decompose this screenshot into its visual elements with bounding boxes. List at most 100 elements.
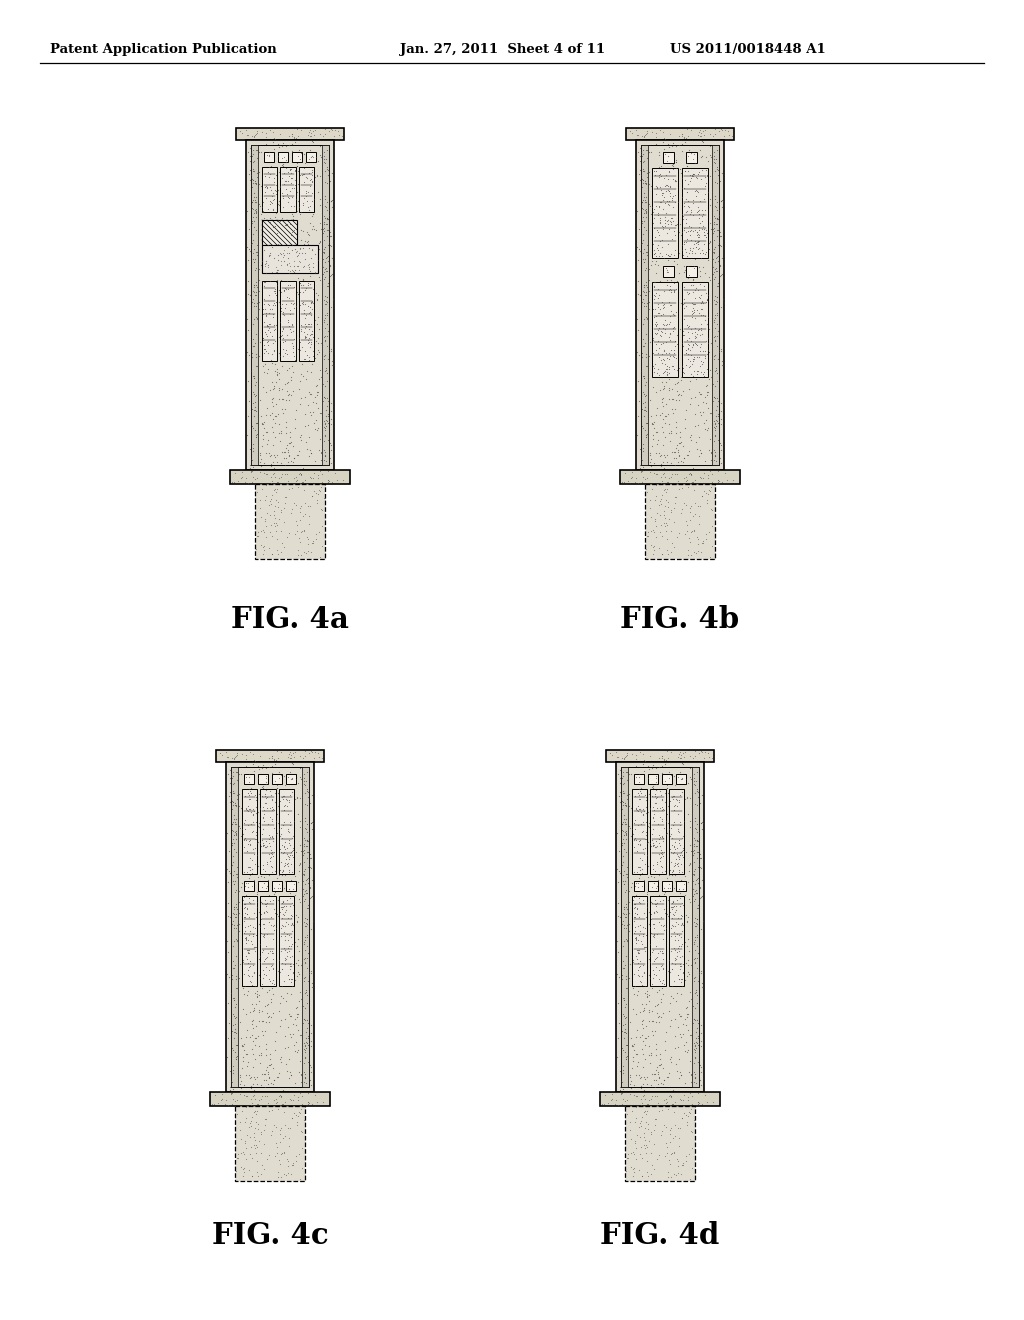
Point — [660, 218, 677, 239]
Point — [256, 927, 272, 948]
Point — [637, 374, 653, 395]
Point — [227, 870, 244, 891]
Point — [678, 342, 694, 363]
Point — [249, 292, 265, 313]
Point — [654, 788, 671, 809]
Point — [638, 539, 654, 560]
Point — [679, 470, 695, 491]
Point — [708, 247, 724, 268]
Point — [701, 521, 718, 543]
Point — [319, 321, 336, 342]
Point — [318, 197, 335, 218]
Point — [694, 305, 711, 326]
Point — [301, 331, 317, 352]
Bar — [606, 750, 714, 762]
Point — [674, 203, 690, 224]
Point — [663, 244, 679, 265]
Bar — [650, 896, 666, 986]
Point — [629, 904, 645, 925]
Point — [296, 348, 312, 370]
Point — [297, 325, 313, 346]
Point — [286, 261, 302, 282]
Point — [276, 870, 293, 891]
Point — [684, 896, 700, 917]
Point — [295, 193, 311, 214]
Point — [694, 352, 711, 374]
Point — [278, 865, 294, 886]
Point — [629, 1086, 645, 1107]
Point — [258, 1044, 274, 1065]
Point — [699, 249, 716, 271]
Point — [243, 915, 259, 936]
Point — [686, 970, 702, 991]
Point — [694, 812, 711, 833]
Point — [671, 263, 687, 284]
Point — [317, 294, 334, 315]
Point — [230, 913, 247, 935]
Point — [635, 916, 651, 937]
Point — [662, 1085, 678, 1106]
Point — [671, 1067, 687, 1088]
Point — [634, 449, 650, 470]
Point — [249, 896, 265, 917]
Point — [689, 908, 706, 929]
Point — [685, 298, 701, 319]
Point — [299, 935, 315, 956]
Point — [273, 321, 290, 342]
Point — [664, 214, 680, 235]
Point — [293, 321, 309, 342]
Point — [295, 471, 311, 492]
Point — [297, 1047, 313, 1068]
Point — [236, 952, 252, 973]
Point — [248, 539, 264, 560]
Point — [282, 834, 298, 855]
Point — [249, 985, 265, 1006]
Point — [308, 166, 325, 187]
Point — [292, 767, 308, 788]
Point — [645, 834, 662, 855]
Point — [318, 371, 335, 392]
Point — [257, 1059, 273, 1080]
Point — [706, 391, 722, 412]
Point — [697, 483, 714, 504]
Point — [714, 351, 730, 372]
Point — [312, 429, 329, 450]
Point — [653, 746, 670, 767]
Point — [657, 243, 674, 264]
Point — [255, 836, 271, 857]
Point — [667, 224, 683, 246]
Point — [656, 1114, 673, 1135]
Point — [240, 271, 256, 292]
Point — [303, 962, 319, 983]
Point — [636, 405, 652, 426]
Point — [226, 805, 243, 826]
Point — [706, 216, 722, 238]
Point — [313, 403, 330, 424]
Point — [647, 1044, 664, 1065]
Point — [644, 940, 660, 961]
Point — [287, 873, 303, 894]
Point — [243, 1094, 259, 1115]
Point — [630, 473, 646, 494]
Point — [651, 197, 668, 218]
Point — [247, 784, 263, 805]
Point — [317, 305, 334, 326]
Point — [284, 912, 300, 933]
Point — [224, 471, 241, 492]
Point — [280, 260, 296, 281]
Point — [265, 421, 282, 442]
Point — [214, 744, 230, 766]
Point — [638, 272, 654, 293]
Point — [284, 945, 300, 966]
Point — [678, 952, 694, 973]
Point — [249, 883, 265, 904]
Point — [637, 124, 653, 145]
Point — [295, 995, 311, 1016]
Point — [294, 896, 310, 917]
Point — [275, 173, 292, 194]
Point — [281, 186, 297, 207]
Point — [630, 833, 646, 854]
Point — [648, 875, 665, 896]
Point — [623, 1011, 639, 1032]
Point — [308, 147, 325, 168]
